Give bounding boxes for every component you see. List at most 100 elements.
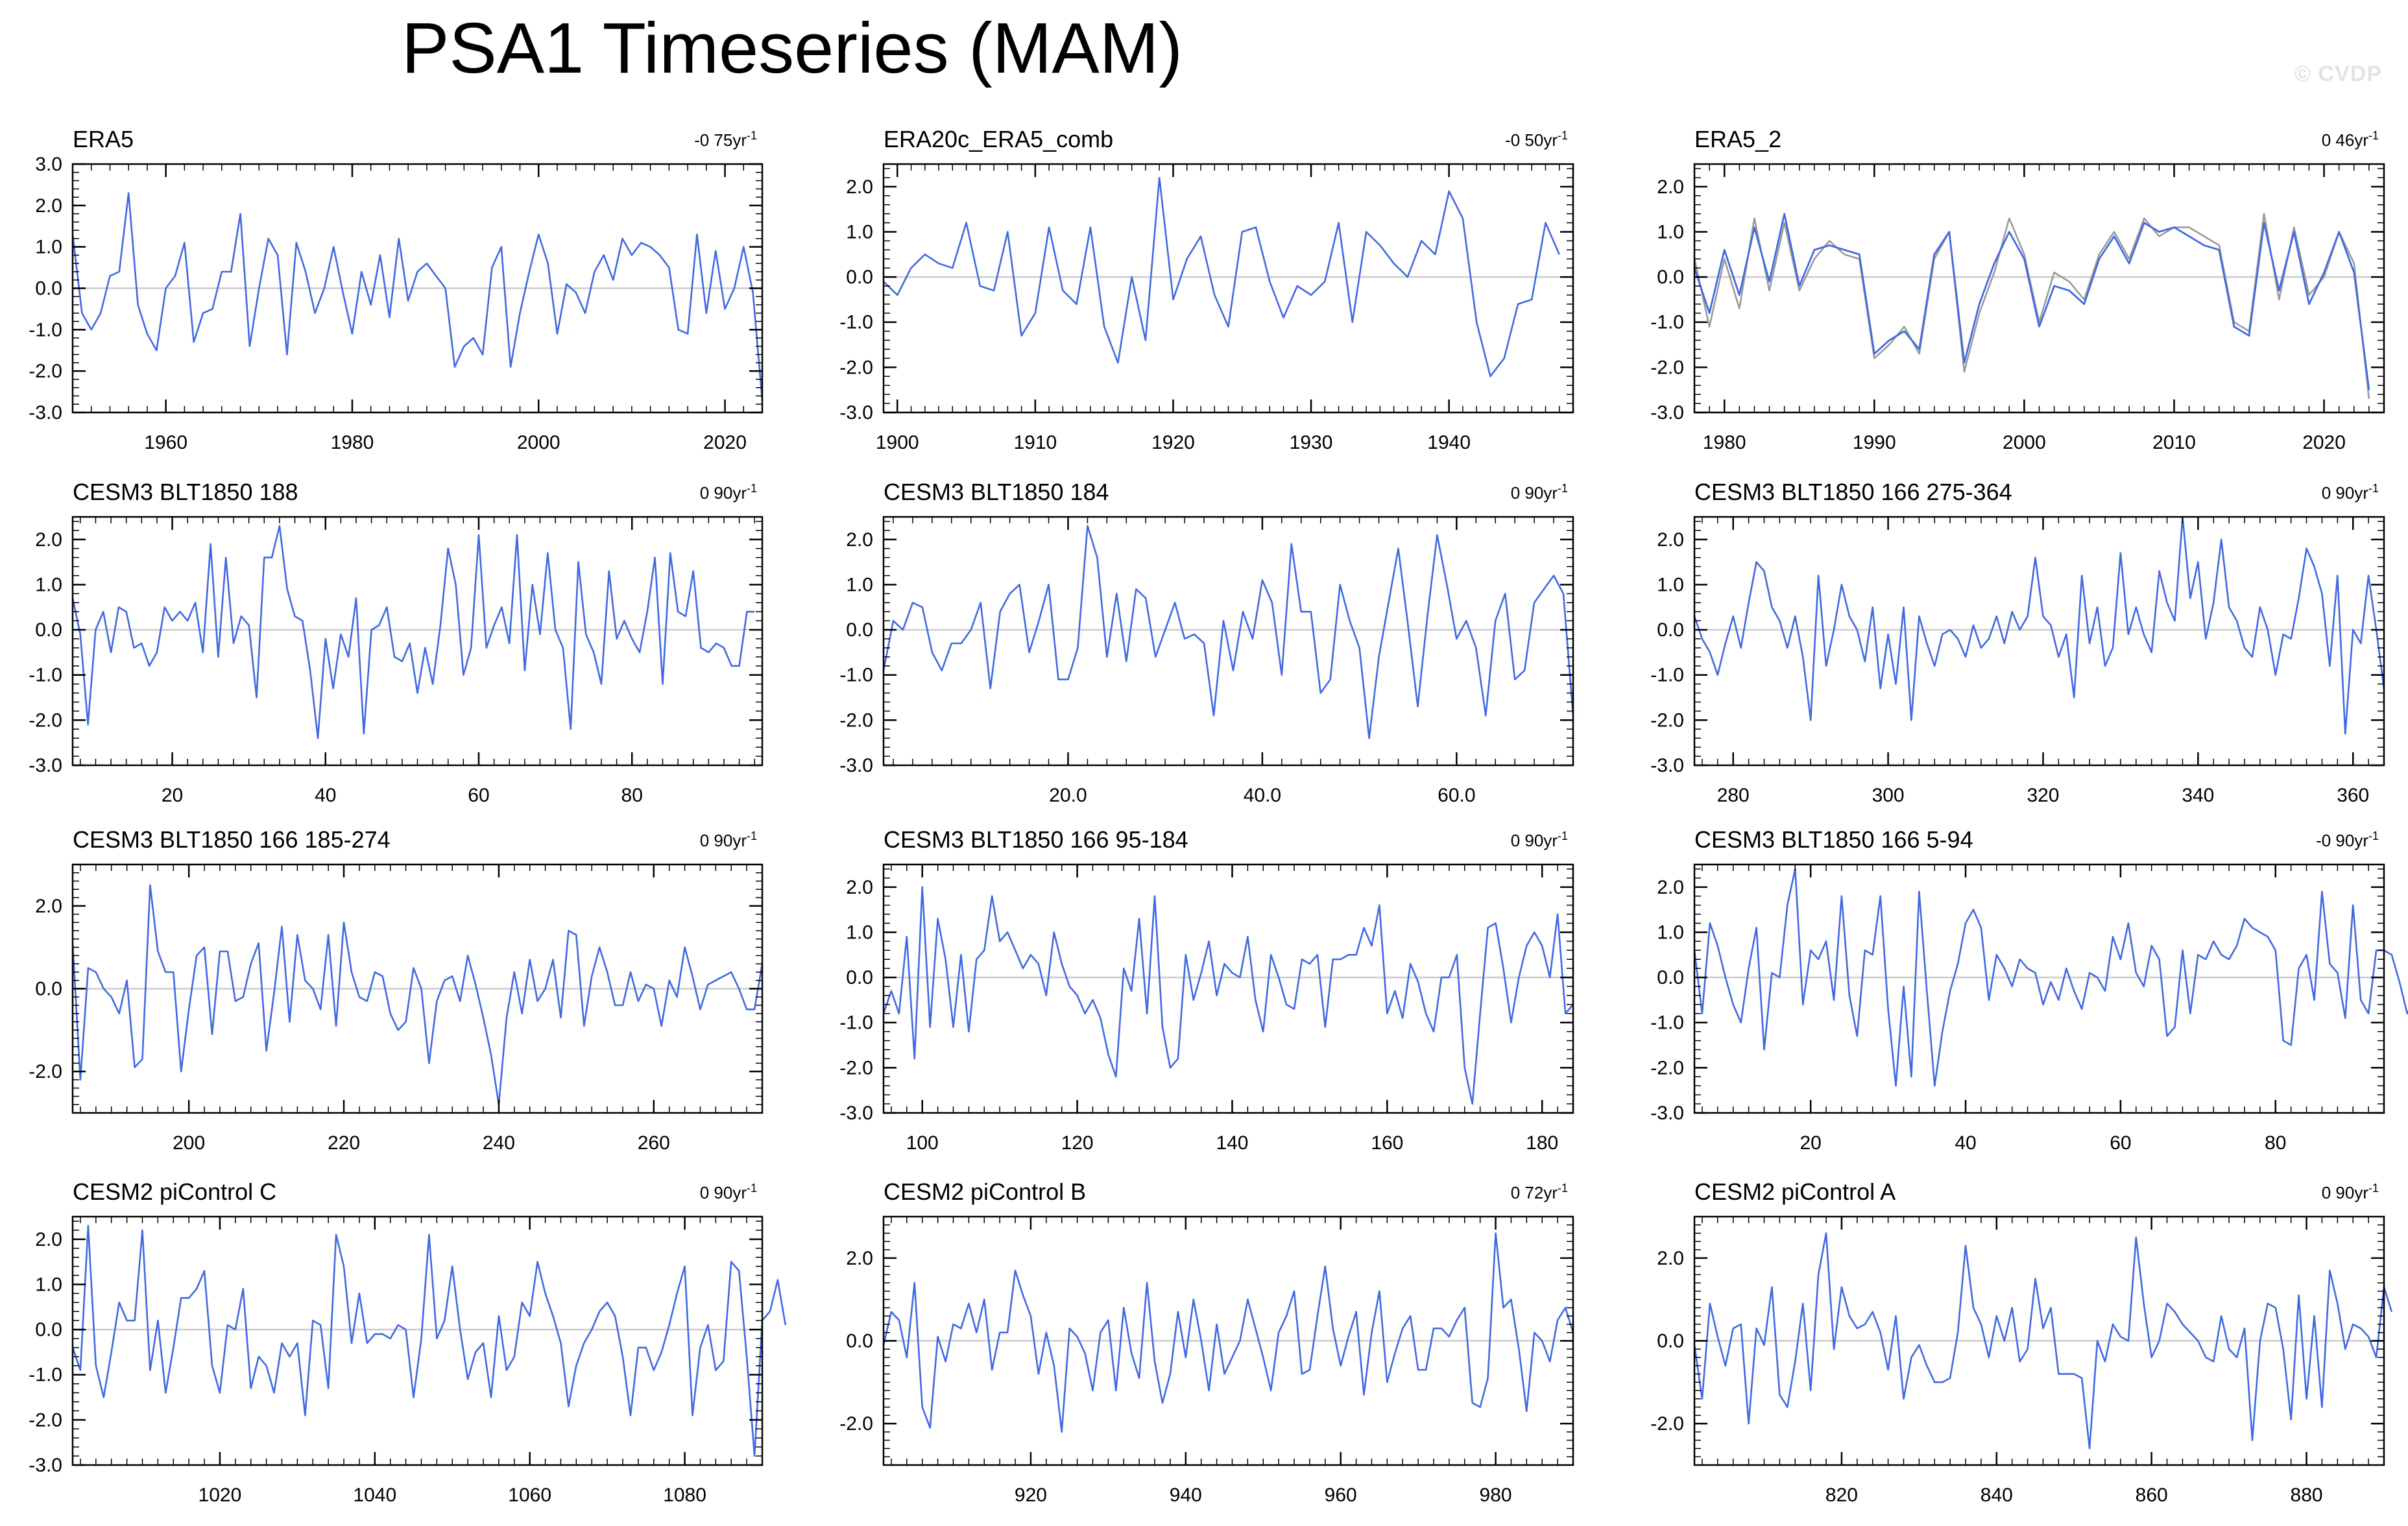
plot-frame bbox=[1693, 863, 2385, 1114]
x-tick-label: 220 bbox=[328, 1132, 360, 1154]
y-tick-label: -3.0 bbox=[839, 402, 873, 423]
y-tick-label: 2.0 bbox=[35, 1229, 62, 1250]
x-tick-label: 1940 bbox=[1427, 432, 1471, 453]
y-tick-label: 1.0 bbox=[846, 574, 873, 595]
y-tick-label: 0.0 bbox=[1657, 1331, 1684, 1352]
panel-2: ERA20c_ERA5_comb -0 50yr-1 1900 1910 1920 193… bbox=[839, 126, 1574, 453]
x-tick-label: 240 bbox=[483, 1132, 515, 1154]
trend-label: -0 90yr-1 bbox=[2316, 829, 2379, 850]
panel-title: CESM3 BLT1850 166 185-274 bbox=[73, 826, 391, 853]
x-tick-label: 320 bbox=[2027, 785, 2059, 806]
y-tick-label: -2.0 bbox=[1650, 357, 1684, 378]
series-line bbox=[1693, 1232, 2393, 1449]
y-tick-label: -2.0 bbox=[1650, 1413, 1684, 1435]
y-tick-label: 2.0 bbox=[846, 176, 873, 198]
x-tick-label: 2000 bbox=[2003, 432, 2046, 453]
x-tick-label: 340 bbox=[2182, 785, 2214, 806]
x-tick-label: 1020 bbox=[199, 1484, 242, 1506]
panel-12: CESM2 piControl A 0 90yr-1 820 840 860 880 -2.… bbox=[1650, 1178, 2393, 1506]
series-line bbox=[71, 525, 755, 739]
series-line bbox=[883, 176, 1560, 377]
plot-frame bbox=[1693, 516, 2385, 767]
y-tick-label: 2.0 bbox=[1657, 529, 1684, 551]
panel-title: ERA5_2 bbox=[1694, 126, 1781, 152]
x-tick-label: 1040 bbox=[353, 1484, 396, 1506]
x-tick-label: 160 bbox=[1371, 1132, 1403, 1154]
series-line bbox=[882, 525, 1574, 739]
overlay-series-line bbox=[1693, 213, 2370, 399]
x-tick-label: 200 bbox=[173, 1132, 205, 1154]
x-tick-label: 1900 bbox=[876, 432, 919, 453]
trend-label: 0 90yr-1 bbox=[700, 482, 757, 503]
y-tick-label: 2.0 bbox=[846, 529, 873, 551]
panel-title: CESM2 piControl B bbox=[884, 1178, 1086, 1205]
trend-label: 0 90yr-1 bbox=[1511, 829, 1568, 850]
y-tick-label: 2.0 bbox=[35, 896, 62, 917]
x-tick-label: 2020 bbox=[703, 432, 747, 453]
x-tick-label: 960 bbox=[1325, 1484, 1357, 1506]
trend-unit-superscript: -1 bbox=[1558, 129, 1568, 142]
x-tick-label: 1990 bbox=[1853, 432, 1896, 453]
trend-value: -0 75yr bbox=[694, 130, 747, 150]
x-tick-label: 820 bbox=[1825, 1484, 1858, 1506]
y-tick-label: 0.0 bbox=[35, 979, 62, 1000]
y-tick-label: -2.0 bbox=[1650, 1057, 1684, 1079]
x-tick-label: 1980 bbox=[331, 432, 374, 453]
y-tick-label: -2.0 bbox=[29, 361, 62, 382]
y-tick-label: 1.0 bbox=[1657, 574, 1684, 595]
x-tick-label: 1920 bbox=[1151, 432, 1195, 453]
x-tick-label: 80 bbox=[621, 785, 643, 806]
trend-label: 0 46yr-1 bbox=[2322, 129, 2379, 150]
trend-unit-superscript: -1 bbox=[747, 829, 757, 842]
trend-value: 0 90yr bbox=[2322, 483, 2369, 503]
y-tick-label: -2.0 bbox=[839, 1057, 873, 1079]
panel-title: CESM3 BLT1850 184 bbox=[884, 479, 1109, 505]
series-line bbox=[882, 1232, 1574, 1433]
y-tick-label: 1.0 bbox=[35, 237, 62, 258]
x-tick-label: 280 bbox=[1717, 785, 1750, 806]
panel-title: CESM3 BLT1850 166 275-364 bbox=[1694, 479, 2012, 505]
x-tick-label: 80 bbox=[2265, 1132, 2286, 1154]
y-tick-label: -1.0 bbox=[29, 319, 62, 340]
y-tick-label: 1.0 bbox=[1657, 221, 1684, 243]
trend-label: 0 72yr-1 bbox=[1511, 1182, 1568, 1202]
plot-frame bbox=[882, 863, 1574, 1114]
trend-unit-superscript: -1 bbox=[1558, 482, 1568, 495]
trend-value: 0 90yr bbox=[1511, 831, 1558, 850]
x-tick-label: 1960 bbox=[144, 432, 187, 453]
x-tick-label: 1980 bbox=[1703, 432, 1746, 453]
trend-value: 0 46yr bbox=[2322, 130, 2369, 150]
panel-6: CESM3 BLT1850 166 275-364 0 90yr-1 280 300 3… bbox=[1650, 479, 2385, 806]
trend-value: -0 90yr bbox=[2316, 831, 2368, 850]
trend-label: 0 90yr-1 bbox=[700, 1182, 757, 1202]
trend-label: -0 75yr-1 bbox=[694, 129, 757, 150]
trend-value: 0 90yr bbox=[700, 831, 747, 850]
x-tick-label: 20 bbox=[1800, 1132, 1821, 1154]
panel-10: CESM2 piControl C 0 90yr-1 1020 1040 1060 108… bbox=[29, 1178, 787, 1506]
trend-value: 0 90yr bbox=[1511, 483, 1558, 503]
y-tick-label: -1.0 bbox=[1650, 1012, 1684, 1034]
x-tick-label: 260 bbox=[638, 1132, 670, 1154]
panel-title: CESM3 BLT1850 166 95-184 bbox=[884, 826, 1188, 853]
series-line bbox=[1693, 516, 2385, 735]
series-line-front bbox=[1693, 213, 2370, 390]
y-tick-label: 1.0 bbox=[846, 922, 873, 943]
panel-title: CESM3 BLT1850 166 5-94 bbox=[1694, 826, 1973, 853]
x-tick-label: 20 bbox=[162, 785, 183, 806]
x-tick-label: 360 bbox=[2337, 785, 2369, 806]
y-tick-label: 2.0 bbox=[1657, 1248, 1684, 1269]
series-line bbox=[71, 192, 764, 401]
trend-label: 0 90yr-1 bbox=[2322, 482, 2379, 503]
trend-unit-superscript: -1 bbox=[2368, 482, 2379, 495]
y-tick-label: -3.0 bbox=[1650, 755, 1684, 776]
x-tick-label: 20.0 bbox=[1049, 785, 1087, 806]
y-tick-label: 2.0 bbox=[1657, 877, 1684, 898]
trend-unit-superscript: -1 bbox=[2368, 129, 2379, 142]
page-title: PSA1 Timeseries (MAM) bbox=[401, 8, 1183, 88]
panel-8: CESM3 BLT1850 166 95-184 0 90yr-1 100 120 14… bbox=[839, 826, 1574, 1154]
x-tick-label: 980 bbox=[1480, 1484, 1512, 1506]
panel-4: CESM3 BLT1850 188 0 90yr-1 20 40 60 80 -3.0 -2.… bbox=[29, 479, 764, 806]
trend-unit-superscript: -1 bbox=[2368, 1182, 2379, 1195]
y-tick-label: -1.0 bbox=[29, 665, 62, 686]
y-tick-label: 0.0 bbox=[1657, 267, 1684, 288]
